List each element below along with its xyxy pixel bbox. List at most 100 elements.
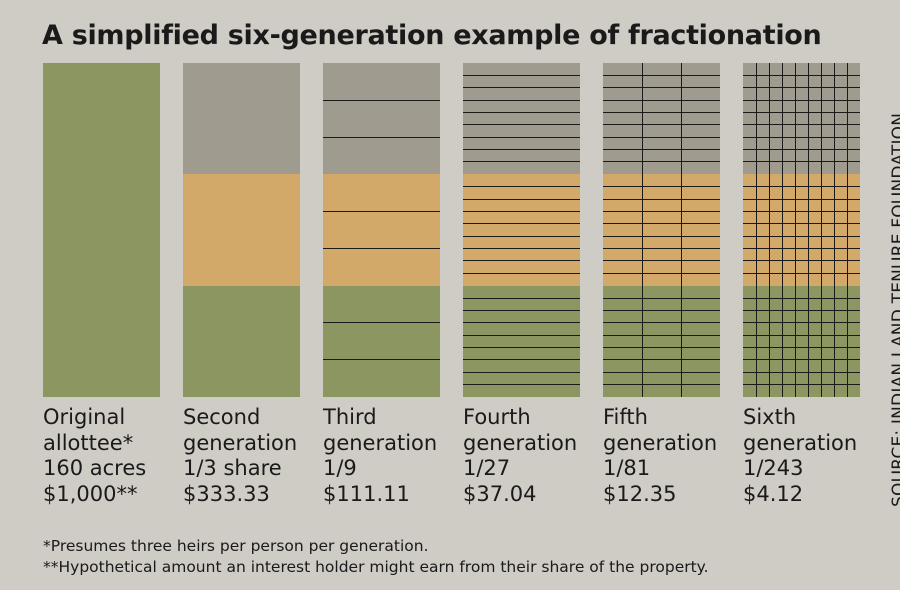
caption-value: $111.11: [323, 481, 410, 506]
row-divider: [463, 111, 580, 113]
caption-line1: Sixth: [743, 405, 797, 429]
column-divider: [820, 63, 822, 397]
row-divider: [463, 347, 580, 349]
row-divider: [463, 124, 580, 126]
row-divider: [743, 347, 860, 349]
row-divider: [463, 272, 580, 274]
row-divider: [743, 297, 860, 299]
block-sixth-generation: [743, 63, 860, 397]
block-third-generation: [323, 63, 440, 397]
row-divider: [743, 149, 860, 151]
caption-value: $37.04: [463, 481, 537, 506]
caption-value: $4.12: [743, 481, 804, 506]
row-divider: [463, 223, 580, 225]
row-divider: [603, 198, 720, 200]
share-band-middle: [463, 174, 580, 286]
row-divider: [463, 322, 580, 324]
row-divider: [743, 87, 860, 89]
block-fourth-generation: [463, 63, 580, 397]
row-divider: [743, 309, 860, 311]
share-band-bottom: [323, 285, 440, 397]
caption-line2: generation: [743, 430, 858, 455]
share-band-top: [743, 63, 860, 175]
row-divider: [743, 111, 860, 113]
row-divider: [463, 260, 580, 262]
row-divider: [463, 309, 580, 311]
share-band-bottom: [743, 285, 860, 397]
row-divider: [743, 384, 860, 386]
caption-line2: generation: [183, 430, 298, 455]
share-band-bottom: [603, 285, 720, 397]
caption-line2: generation: [323, 430, 438, 455]
row-divider: [743, 260, 860, 262]
caption-original: Original allottee* 160 acres $1,000**: [43, 405, 183, 507]
row-divider: [463, 87, 580, 89]
row-divider: [603, 272, 720, 274]
row-divider: [743, 248, 860, 250]
column-divider: [781, 63, 783, 397]
row-divider: [743, 322, 860, 324]
share-band-top: [603, 63, 720, 175]
caption-third-generation: Third generation 1/9 $111.11: [323, 405, 463, 507]
caption-fourth-generation: Fourth generation 1/27 $37.04: [463, 405, 603, 507]
row-divider: [743, 371, 860, 373]
row-divider: [323, 136, 440, 138]
caption-line1: Fourth: [463, 405, 531, 429]
row-divider: [603, 87, 720, 89]
row-divider: [743, 235, 860, 237]
block-second-generation: [183, 63, 300, 397]
row-divider: [463, 186, 580, 188]
caption-line2: generation: [463, 430, 578, 455]
row-divider: [463, 384, 580, 386]
row-divider: [743, 223, 860, 225]
row-divider: [463, 161, 580, 163]
row-divider: [603, 210, 720, 212]
row-divider: [603, 248, 720, 250]
column-divider: [846, 63, 848, 397]
caption-share: 1/81: [603, 456, 651, 480]
row-divider: [603, 371, 720, 373]
row-divider: [743, 272, 860, 274]
row-divider: [603, 347, 720, 349]
row-divider: [603, 149, 720, 151]
share-band-top: [183, 63, 300, 175]
footnote-hypothetical-amount: **Hypothetical amount an interest holder…: [43, 558, 709, 576]
row-divider: [323, 99, 440, 101]
share-band-middle: [743, 174, 860, 286]
share-band-middle: [323, 174, 440, 286]
caption-line1: Original: [43, 405, 126, 429]
column-divider: [794, 63, 796, 397]
row-divider: [323, 322, 440, 324]
row-divider: [603, 136, 720, 138]
caption-value: $333.33: [183, 481, 270, 506]
row-divider: [463, 149, 580, 151]
row-divider: [603, 74, 720, 76]
caption-sixth-generation: Sixth generation 1/243 $4.12: [743, 405, 883, 507]
row-divider: [323, 248, 440, 250]
row-divider: [603, 111, 720, 113]
row-divider: [323, 359, 440, 361]
caption-share: 1/9: [323, 456, 357, 480]
share-band-middle: [183, 174, 300, 286]
row-divider: [743, 334, 860, 336]
share-band-bottom: [463, 285, 580, 397]
footnotes: *Presumes three heirs per person per gen…: [43, 536, 709, 578]
row-divider: [463, 136, 580, 138]
share-band-top: [323, 63, 440, 175]
share-band-bottom: [183, 285, 300, 397]
caption-share: 160 acres: [43, 456, 147, 480]
row-divider: [603, 124, 720, 126]
row-divider: [603, 223, 720, 225]
column-divider: [807, 63, 809, 397]
caption-value: $1,000**: [43, 481, 138, 506]
column-divider: [680, 63, 682, 397]
column-divider: [833, 63, 835, 397]
row-divider: [463, 235, 580, 237]
row-divider: [603, 334, 720, 336]
row-divider: [603, 322, 720, 324]
row-divider: [603, 297, 720, 299]
caption-share: 1/3 share: [183, 456, 282, 480]
row-divider: [743, 210, 860, 212]
row-divider: [603, 161, 720, 163]
row-divider: [603, 186, 720, 188]
